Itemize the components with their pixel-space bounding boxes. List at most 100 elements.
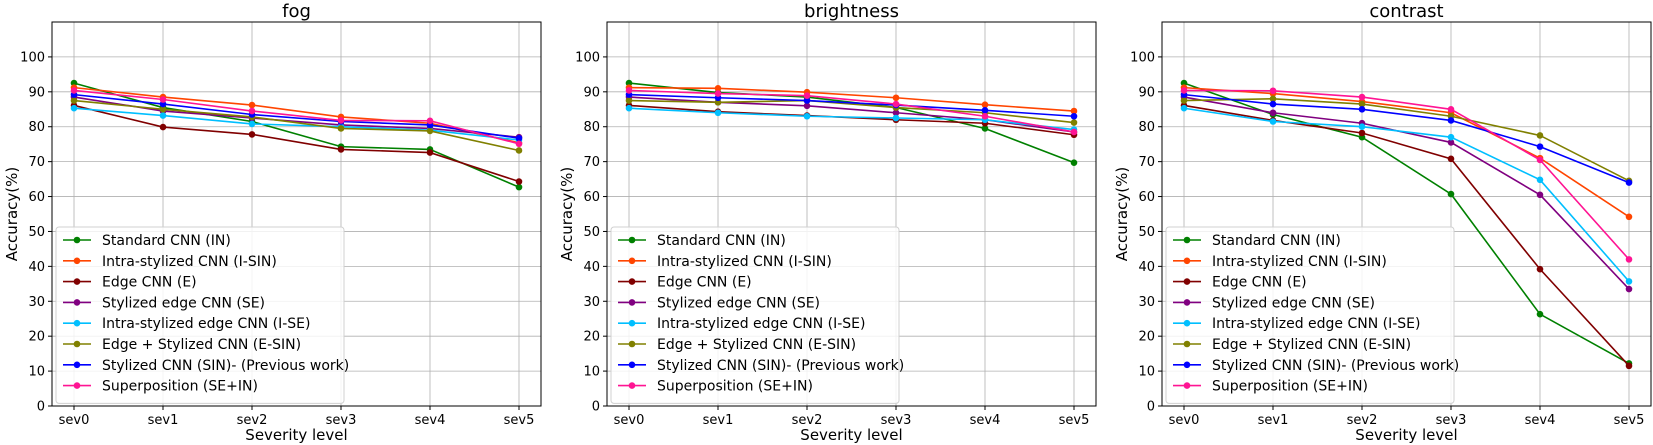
chart-0-series-5-point-5 — [515, 147, 523, 154]
chart-1-series-1-point-5 — [1070, 107, 1078, 115]
chart-2-ytick-label-5: 50 — [1138, 225, 1155, 240]
chart-0-ytick-label-5: 50 — [28, 225, 45, 240]
chart-2-series-3-line — [1183, 96, 1630, 290]
chart-1-ylabel: Accuracy(%) — [558, 167, 576, 261]
chart-2-series-5-point-1 — [1269, 95, 1277, 103]
chart-1-series-6-line — [628, 93, 1075, 118]
chart-2-series-1-point-5 — [1625, 213, 1633, 221]
chart-1-xtick-label-0: sev0 — [614, 413, 645, 428]
chart-2-series-4-point-5 — [1625, 278, 1633, 285]
chart-2-series-0-point-3 — [1447, 190, 1455, 198]
chart-0-legend-label-0: Standard CNN (IN) — [102, 233, 231, 249]
chart-0-legend-label-6: Stylized CNN (SIN)- (Previous work) — [102, 358, 349, 374]
chart-1-series-6-point-2 — [803, 97, 811, 104]
chart-0-series-4-point-2 — [248, 120, 256, 128]
chart-0-ytick-label-4: 40 — [28, 260, 45, 275]
chart-0-xtick-label-5: sev5 — [504, 413, 535, 428]
chart-2-xtick-label-3: sev3 — [1436, 413, 1467, 428]
chart-2-xtick-label-1: sev1 — [1258, 413, 1289, 428]
chart-1-series-4-point-0 — [625, 104, 633, 112]
chart-1-series-6-point-5 — [1070, 112, 1078, 120]
chart-2-legend-swatch-point-1 — [1183, 257, 1191, 265]
chart-2-series-6-point-4 — [1536, 143, 1544, 150]
chart-2-series-3-point-1 — [1269, 109, 1277, 117]
chart-1-plot-frame — [606, 21, 1097, 407]
chart-2-series-0-point-4 — [1536, 310, 1544, 318]
chart-0-series-7-point-5 — [515, 140, 523, 148]
chart-2-xtick-label-2: sev2 — [1347, 413, 1378, 428]
chart-1-legend-swatch-point-4 — [628, 319, 636, 327]
chart-1-series-0-point-5 — [1070, 159, 1078, 166]
chart-1-series-4-point-1 — [714, 109, 722, 117]
chart-1-series-4-point-3 — [892, 114, 900, 122]
chart-2-series-2-point-3 — [1447, 155, 1455, 163]
chart-0-legend-swatch-point-2 — [73, 278, 81, 285]
chart-2-legend-label-6: Stylized CNN (SIN)- (Previous work) — [1212, 358, 1459, 374]
chart-1-series-7-point-1 — [714, 90, 722, 97]
chart-1-ytick-label-0: 0 — [592, 400, 600, 415]
chart-0-legend-swatch-point-4 — [73, 319, 81, 327]
chart-0-ylabel: Accuracy(%) — [3, 167, 21, 261]
chart-0-series-5-point-4 — [426, 127, 434, 135]
chart-2-legend-swatch-point-4 — [1183, 319, 1191, 327]
chart-1-legend-label-2: Edge CNN (E) — [657, 275, 752, 291]
chart-0-ytick-label-2: 20 — [28, 330, 45, 345]
chart-2-series-4-point-2 — [1358, 123, 1366, 131]
chart-0-series-5-point-0 — [70, 97, 78, 104]
chart-0-series-1-point-2 — [248, 101, 256, 109]
chart-0-legend-label-5: Edge + Stylized CNN (E-SIN) — [102, 337, 301, 353]
chart-1-series-0-point-4 — [981, 125, 989, 132]
chart-0-series-7-point-0 — [70, 87, 78, 94]
chart-0-series-2-point-4 — [426, 149, 434, 156]
chart-0-ytick-label-8: 80 — [28, 120, 45, 135]
chart-2-series-2-point-5 — [1625, 362, 1633, 370]
chart-0-series-5-point-1 — [159, 105, 167, 113]
chart-2-legend-label-3: Stylized edge CNN (SE) — [1212, 295, 1375, 311]
chart-1-legend-swatch-point-7 — [628, 382, 636, 389]
chart-0-ytick-label-10: 100 — [20, 50, 45, 65]
chart-2-series-1-line — [1183, 86, 1630, 218]
chart-0-xtick-label-0: sev0 — [59, 413, 90, 428]
chart-0-series-7-point-2 — [248, 107, 256, 115]
chart-1-series-7-point-5 — [1070, 128, 1078, 136]
chart-0-legend-box — [55, 226, 345, 404]
chart-0-series-0-point-0 — [70, 79, 78, 87]
chart-0-legend-swatch-point-0 — [73, 236, 81, 244]
chart-1-series-7-point-3 — [892, 100, 900, 108]
chart-2-ytick-label-8: 80 — [1138, 120, 1155, 135]
chart-0-ytick-label-0: 0 — [37, 400, 45, 415]
chart-2-series-7-point-0 — [1180, 87, 1188, 94]
chart-2-series-0-line — [1183, 82, 1630, 365]
chart-1-series-5-point-0 — [625, 97, 633, 104]
chart-2-series-7-point-5 — [1625, 256, 1633, 263]
chart-2-series-4-line — [1183, 107, 1630, 282]
chart-0-legend-swatch-point-5 — [73, 340, 81, 348]
chart-0-legend-label-3: Stylized edge CNN (SE) — [102, 295, 265, 311]
chart-0-series-2-line — [73, 104, 520, 183]
chart-1-xtick-label-3: sev3 — [881, 413, 912, 428]
chart-1-ytick-label-6: 60 — [583, 190, 600, 205]
chart-2-ytick-label-6: 60 — [1138, 190, 1155, 205]
chart-0-xtick-label-2: sev2 — [237, 413, 268, 428]
chart-1-legend-label-6: Stylized CNN (SIN)- (Previous work) — [657, 358, 904, 374]
chart-0-series-7-point-3 — [337, 117, 345, 124]
chart-0-ytick-label-6: 60 — [28, 190, 45, 205]
chart-1-legend: Standard CNN (IN) Intra-stylized CNN (I-S… — [610, 226, 904, 404]
chart-0-legend-label-4: Intra-stylized edge CNN (I-SE) — [102, 316, 310, 332]
chart-1-ytick-label-2: 20 — [583, 330, 600, 345]
chart-0-series-7-point-4 — [426, 117, 434, 125]
chart-2-series-5-point-0 — [1180, 97, 1188, 104]
chart-2-ytick-label-2: 20 — [1138, 330, 1155, 345]
chart-1-series-6-point-4 — [981, 107, 989, 114]
chart-2-series-7-point-1 — [1269, 87, 1277, 95]
chart-2-legend-label-1: Intra-stylized CNN (I-SIN) — [1212, 254, 1387, 270]
chart-0-series-4-point-1 — [159, 112, 167, 119]
chart-2-xtick-label-5: sev5 — [1614, 413, 1645, 428]
chart-2-series-7-point-4 — [1536, 156, 1544, 164]
chart-1-series-5-point-1 — [714, 98, 722, 106]
chart-2-series-3-point-3 — [1447, 139, 1455, 146]
chart-1-legend-swatch-point-3 — [628, 299, 636, 306]
chart-0-series-0-point-5 — [515, 183, 523, 191]
chart-2-ytick-label-7: 70 — [1138, 155, 1155, 170]
chart-0-series-6-point-1 — [159, 100, 167, 108]
